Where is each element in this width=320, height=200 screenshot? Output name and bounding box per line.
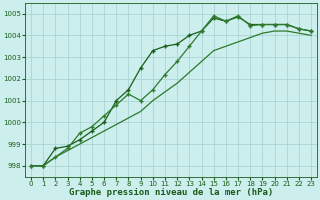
X-axis label: Graphe pression niveau de la mer (hPa): Graphe pression niveau de la mer (hPa) [69, 188, 273, 197]
